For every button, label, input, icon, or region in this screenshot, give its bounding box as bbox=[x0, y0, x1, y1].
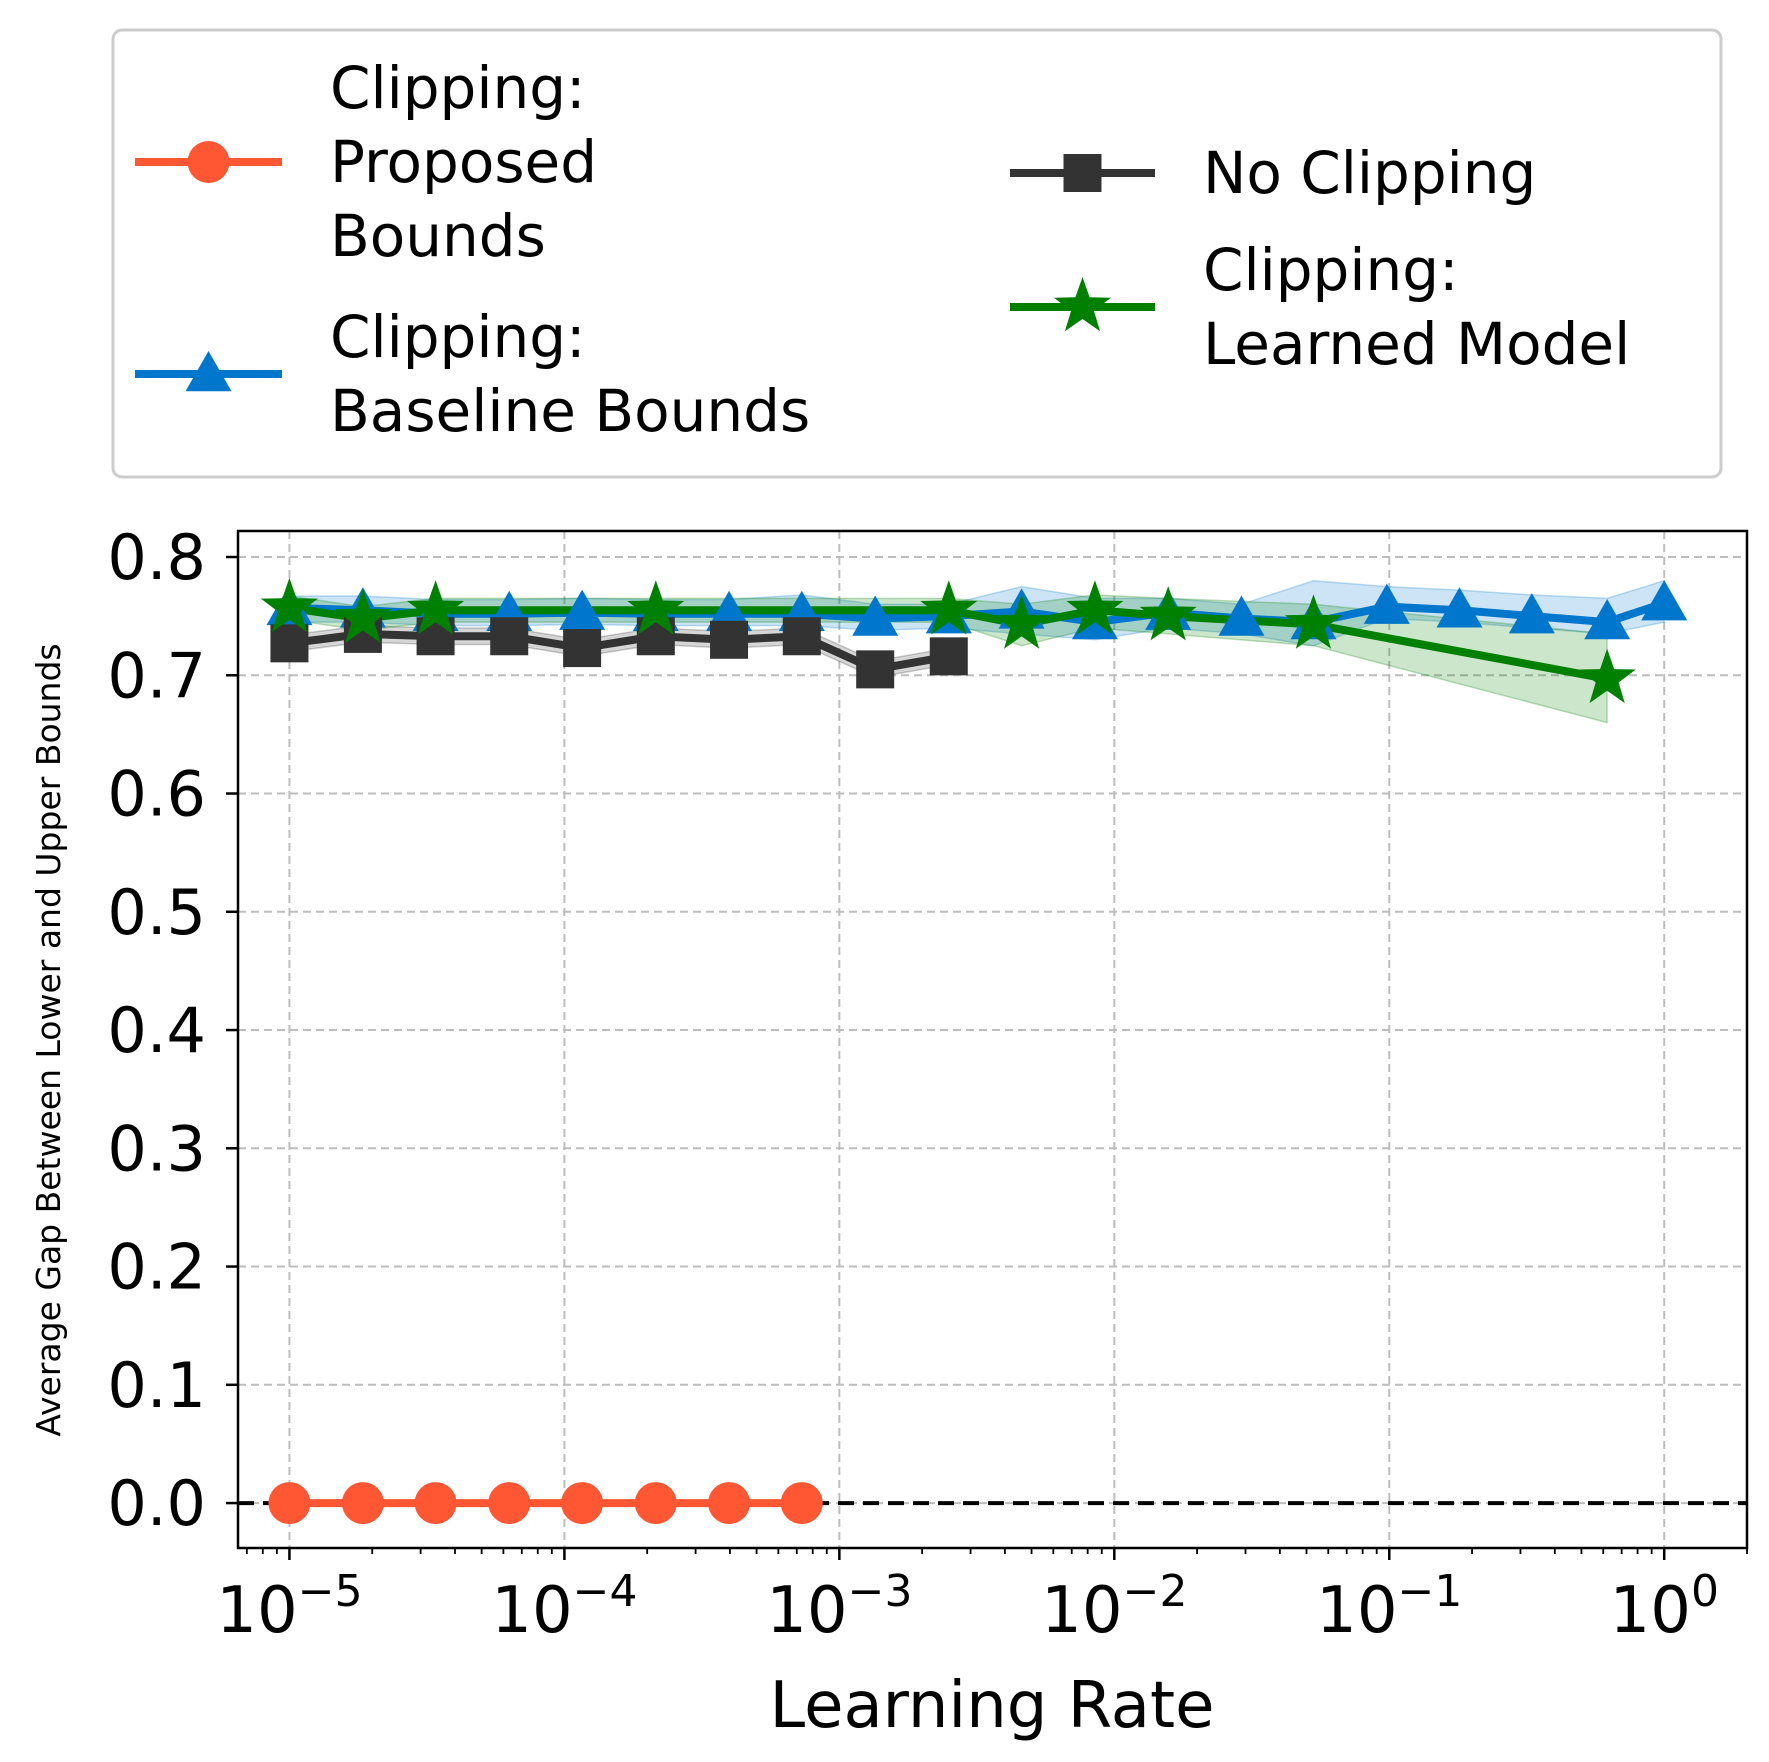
x-tick-label: 100 bbox=[1610, 1566, 1719, 1648]
data-point-triangle bbox=[852, 595, 899, 636]
legend-marker-circle bbox=[187, 141, 230, 183]
data-point-triangle bbox=[1508, 593, 1555, 634]
x-axis-ticks: 10−5 10−4 10−3 10−2 10−1 100 bbox=[216, 1548, 1748, 1648]
data-point-square bbox=[270, 624, 309, 663]
y-tick-label: 0.7 bbox=[107, 639, 206, 712]
data-point-star bbox=[260, 577, 318, 633]
legend-entry-triangle: Clipping: Baseline Bounds bbox=[135, 303, 810, 445]
legend-label: No Clipping bbox=[1203, 139, 1536, 207]
y-tick-label: 0.3 bbox=[107, 1112, 206, 1185]
data-point-star bbox=[993, 594, 1051, 649]
data-point-triangle bbox=[559, 589, 606, 630]
data-point-square bbox=[929, 637, 968, 676]
data-point-square bbox=[710, 620, 749, 659]
legend-label: Clipping: Baseline Bounds bbox=[330, 303, 810, 445]
data-point-square bbox=[856, 650, 895, 689]
data-point-circle bbox=[561, 1482, 604, 1525]
x-tick-label: 10−4 bbox=[491, 1566, 637, 1648]
legend-label: Clipping: Proposed Bounds bbox=[330, 54, 597, 270]
legend-entry-circle: Clipping: Proposed Bounds bbox=[135, 54, 597, 270]
data-point-star bbox=[1139, 586, 1197, 641]
data-point-triangle bbox=[1436, 587, 1483, 628]
legend-entry-star: Clipping: Learned Model bbox=[1010, 236, 1630, 378]
data-point-square bbox=[782, 617, 821, 656]
data-point-triangle bbox=[1363, 583, 1410, 624]
y-tick-label: 0.2 bbox=[107, 1231, 206, 1304]
data-point-circle bbox=[634, 1482, 677, 1525]
y-tick-label: 0.8 bbox=[107, 521, 206, 594]
legend-entry-square: No Clipping bbox=[1010, 139, 1536, 207]
data-point-star bbox=[1578, 648, 1636, 704]
data-point-star bbox=[1284, 594, 1342, 649]
series-line-square bbox=[288, 629, 950, 674]
data-point-star bbox=[627, 580, 685, 635]
legend-marker-triangle bbox=[185, 351, 232, 392]
data-point-circle bbox=[268, 1482, 311, 1525]
legend-frame bbox=[111, 28, 1723, 479]
series-lines bbox=[288, 599, 1666, 1508]
data-point-triangle bbox=[1218, 595, 1265, 636]
data-point-triangle bbox=[1641, 580, 1688, 621]
plot-area: 10−5 10−4 10−3 10−2 10−1 100 0.00.10.20.30.40… bbox=[107, 521, 1749, 1648]
x-tick-label: 10−3 bbox=[766, 1566, 912, 1648]
x-axis-label: Learning Rate bbox=[770, 1669, 1215, 1743]
x-tick-label: 10−5 bbox=[216, 1566, 362, 1648]
y-tick-label: 0.0 bbox=[107, 1467, 206, 1540]
legend-marker-star bbox=[1054, 277, 1111, 332]
data-point-circle bbox=[341, 1482, 384, 1525]
grid bbox=[238, 531, 1747, 1548]
y-tick-label: 0.4 bbox=[107, 994, 206, 1067]
data-point-circle bbox=[708, 1482, 751, 1525]
x-tick-label: 10−2 bbox=[1041, 1566, 1187, 1648]
y-tick-label: 0.1 bbox=[107, 1349, 206, 1422]
y-tick-label: 0.5 bbox=[107, 876, 206, 949]
data-point-star bbox=[920, 580, 978, 635]
data-point-star bbox=[1066, 580, 1124, 635]
data-point-circle bbox=[780, 1482, 823, 1525]
y-axis-ticks: 0.0 0.1 0.2 0.3 0.4 0.5 0.6 0.7 0.8 bbox=[107, 521, 238, 1540]
data-point-square bbox=[563, 629, 602, 668]
plot-frame bbox=[236, 529, 1749, 1550]
legend-label: Clipping: Learned Model bbox=[1203, 236, 1630, 378]
legend: Clipping: Proposed Bounds Clipping: Baseline… bbox=[111, 28, 1723, 479]
data-point-circle bbox=[488, 1482, 531, 1525]
y-axis-label: Average Gap Between Lower and Upper Boun… bbox=[29, 643, 68, 1436]
legend-marker-square bbox=[1063, 154, 1102, 192]
y-tick-label: 0.6 bbox=[107, 758, 206, 831]
data-point-star bbox=[407, 580, 465, 635]
data-point-star bbox=[334, 588, 392, 643]
data-point-triangle bbox=[1584, 599, 1631, 640]
data-point-circle bbox=[414, 1482, 457, 1525]
series-markers bbox=[260, 577, 1688, 1525]
x-tick-label: 10−1 bbox=[1316, 1566, 1462, 1648]
data-point-square bbox=[490, 617, 529, 656]
